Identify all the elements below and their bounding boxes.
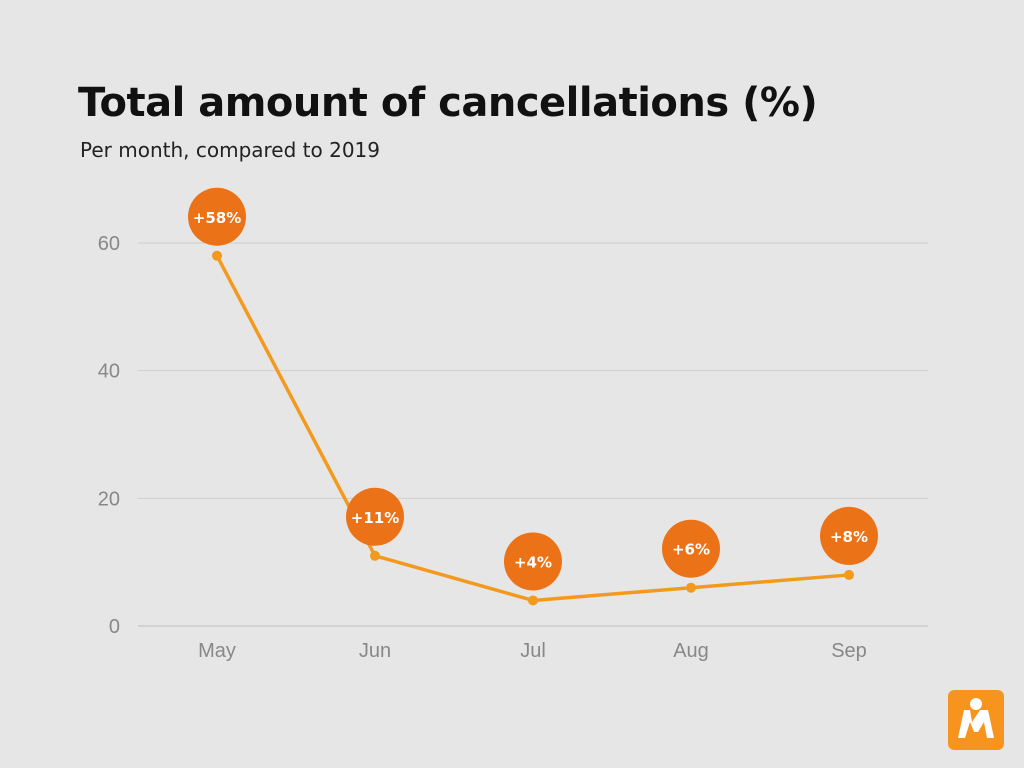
data-label-bubble	[820, 506, 878, 565]
x-tick-label: May	[198, 640, 236, 662]
data-point	[844, 569, 854, 580]
data-label: +58%	[193, 209, 241, 227]
y-tick-label: 60	[98, 233, 120, 255]
x-tick-label: Aug	[673, 640, 709, 662]
brand-logo-icon	[948, 690, 1004, 750]
data-label-bubble	[346, 487, 404, 546]
y-tick-label: 0	[109, 616, 120, 638]
x-tick-label: Jun	[359, 640, 391, 662]
x-tick-label: Jul	[520, 640, 546, 662]
data-label: +11%	[351, 509, 399, 527]
data-point	[528, 595, 538, 606]
data-label: +4%	[514, 553, 552, 571]
data-label: +8%	[830, 528, 868, 546]
data-label-bubble	[504, 532, 562, 591]
y-tick-label: 40	[98, 361, 120, 383]
data-point	[212, 250, 222, 261]
logo-figure	[958, 710, 994, 738]
y-tick-label: 20	[98, 488, 120, 510]
data-point	[686, 582, 696, 593]
data-label: +6%	[672, 541, 710, 559]
logo-head	[970, 698, 982, 710]
x-tick-label: Sep	[831, 640, 867, 662]
chart-title: Total amount of cancellations (%)	[78, 80, 818, 126]
data-point	[370, 550, 380, 561]
data-label-bubble	[188, 187, 246, 246]
chart-subtitle: Per month, compared to 2019	[80, 138, 380, 162]
data-label-bubble	[662, 519, 720, 578]
